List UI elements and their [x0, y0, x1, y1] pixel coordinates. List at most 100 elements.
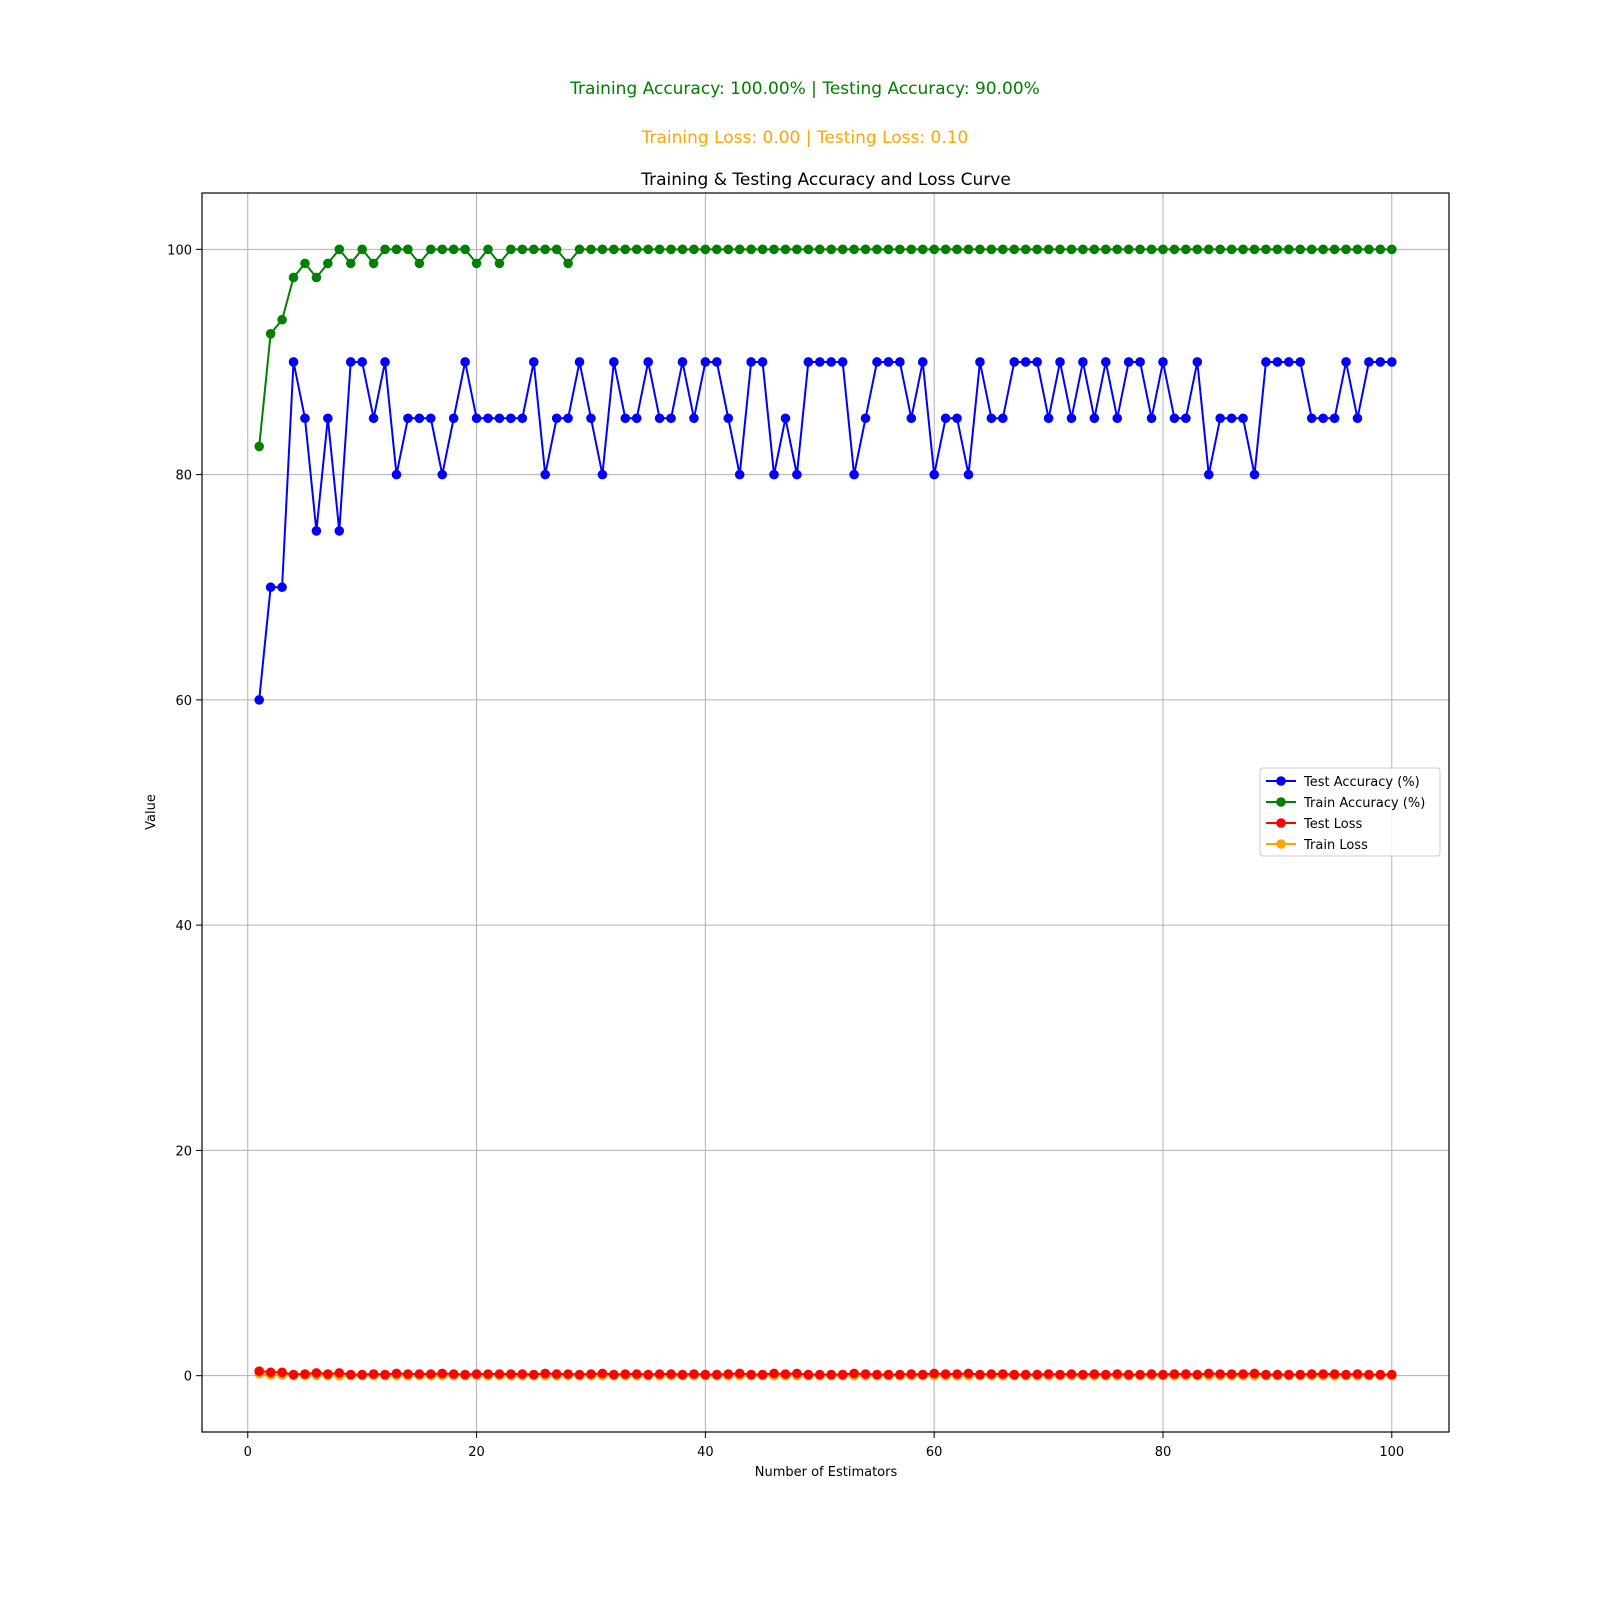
train-accuracy-line	[258, 248, 1392, 447]
train-accuracy-point	[677, 244, 688, 255]
train-accuracy-point	[712, 244, 722, 255]
x-tick-label: 20	[468, 1445, 485, 1460]
test-loss-point	[540, 1368, 551, 1379]
train-accuracy-point	[1249, 244, 1260, 255]
test-loss-point	[906, 1369, 917, 1379]
test-loss-point	[837, 1369, 848, 1380]
test-loss-point	[368, 1369, 379, 1379]
test-loss-point	[1261, 1369, 1271, 1380]
test-loss-point	[1009, 1369, 1020, 1380]
train-accuracy-point	[780, 244, 791, 255]
test-loss-point	[792, 1368, 802, 1379]
train-accuracy-point	[1043, 244, 1054, 255]
train-accuracy-point	[1329, 244, 1340, 255]
test-loss-point	[883, 1369, 894, 1380]
test-loss-point	[437, 1368, 448, 1379]
test-accuracy-point	[1043, 413, 1054, 424]
test-accuracy-point	[929, 469, 939, 480]
test-loss-point	[1169, 1369, 1180, 1379]
test-loss-point	[689, 1369, 699, 1379]
train-accuracy-point	[849, 244, 859, 255]
test-loss-point	[814, 1369, 825, 1380]
train-accuracy-point	[1352, 244, 1363, 255]
train-accuracy-point	[391, 244, 402, 255]
legend-swatch-marker	[1276, 776, 1286, 786]
train-accuracy-point	[380, 244, 390, 255]
test-loss-point	[1352, 1369, 1363, 1379]
test-accuracy-point	[631, 413, 642, 424]
test-loss-point	[1055, 1369, 1065, 1380]
axis-ticks: 0 20 40 60 80 100 0 20 40 60 80 100	[167, 243, 1404, 1460]
test-accuracy-point	[986, 413, 997, 424]
test-loss-point	[1146, 1369, 1157, 1379]
train-accuracy-point	[814, 244, 825, 255]
x-tick-label: 80	[1155, 1445, 1172, 1460]
test-loss-point	[1284, 1369, 1294, 1380]
test-loss-point	[998, 1369, 1008, 1379]
test-loss-point	[723, 1369, 734, 1379]
test-accuracy-point	[1009, 357, 1020, 367]
test-loss-point	[1123, 1369, 1134, 1380]
test-loss-point	[917, 1369, 928, 1380]
test-loss-point	[986, 1369, 997, 1379]
train-accuracy-point	[940, 244, 951, 255]
legend-box	[1259, 767, 1441, 857]
train-accuracy-point	[494, 258, 505, 269]
test-accuracy-point	[506, 413, 516, 424]
test-loss-point	[803, 1369, 814, 1380]
test-loss-point	[1181, 1369, 1191, 1379]
test-loss-point	[517, 1369, 528, 1379]
train-accuracy-point	[403, 244, 413, 255]
train-accuracy-point	[1318, 244, 1328, 255]
test-accuracy-point	[1181, 413, 1191, 424]
test-accuracy-point	[803, 357, 814, 367]
test-accuracy-point	[1375, 357, 1386, 367]
train-accuracy-point	[643, 244, 653, 255]
train-accuracy-point	[1055, 244, 1065, 255]
test-accuracy-series	[254, 357, 1397, 705]
train-accuracy-point	[998, 244, 1008, 255]
train-accuracy-point	[929, 244, 939, 255]
train-accuracy-point	[963, 244, 974, 255]
test-loss-series	[254, 1366, 1397, 1380]
train-accuracy-point	[323, 258, 333, 269]
test-accuracy-line	[258, 360, 1392, 700]
test-accuracy-point	[323, 413, 333, 424]
test-accuracy-point	[368, 413, 379, 424]
train-accuracy-point	[1146, 244, 1157, 255]
test-loss-point	[586, 1369, 596, 1379]
test-accuracy-point	[677, 357, 688, 367]
test-loss-point	[323, 1369, 333, 1379]
test-accuracy-point	[1318, 413, 1328, 424]
train-accuracy-point	[288, 272, 299, 283]
train-accuracy-point	[551, 244, 562, 255]
x-axis-label: Number of Estimators	[755, 1465, 898, 1480]
train-accuracy-point	[1066, 244, 1077, 255]
test-loss-point	[860, 1369, 871, 1379]
train-accuracy-point	[345, 258, 356, 269]
test-accuracy-point	[1192, 357, 1203, 367]
test-loss-point	[277, 1367, 287, 1378]
test-loss-point	[609, 1369, 619, 1380]
test-accuracy-point	[1226, 413, 1237, 424]
test-accuracy-point	[814, 357, 825, 367]
train-accuracy-series	[254, 244, 1397, 452]
train-accuracy-point	[426, 244, 436, 255]
train-accuracy-point	[460, 244, 470, 255]
test-accuracy-point	[860, 413, 871, 424]
train-accuracy-point	[1123, 244, 1134, 255]
test-accuracy-point	[1329, 413, 1340, 424]
test-accuracy-point	[689, 413, 699, 424]
test-accuracy-point	[1215, 413, 1225, 424]
legend-item-train-loss: Train Loss	[1266, 838, 1368, 853]
test-accuracy-point	[1386, 357, 1397, 367]
test-accuracy-point	[345, 357, 356, 367]
train-accuracy-point	[1112, 244, 1123, 255]
test-accuracy-point	[551, 413, 562, 424]
train-accuracy-point	[1306, 244, 1317, 255]
test-loss-point	[254, 1366, 265, 1376]
test-loss-point	[826, 1369, 837, 1380]
test-accuracy-point	[895, 357, 905, 367]
train-accuracy-point	[700, 244, 711, 255]
test-loss-point	[1203, 1368, 1214, 1379]
